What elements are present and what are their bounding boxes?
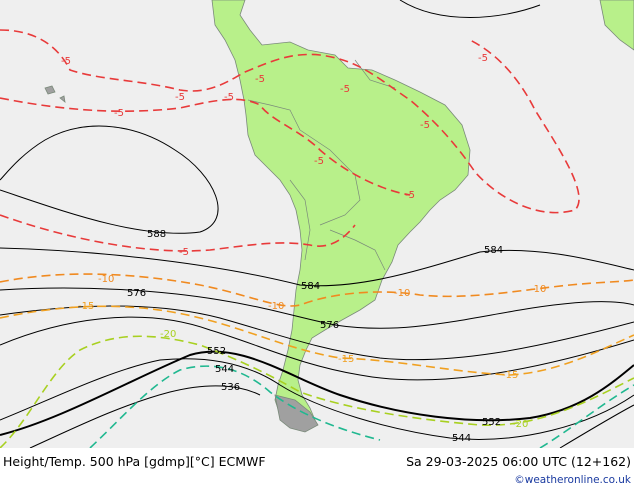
- temp-contour-minus5-north: [0, 29, 580, 214]
- temp-label: -15: [502, 370, 518, 381]
- height-labels: 588 584 584 576 576 552 552 544 544 536: [127, 229, 503, 444]
- height-contour-552: [0, 350, 634, 436]
- height-contour-560: [0, 316, 634, 381]
- temp-label: -5: [420, 120, 430, 131]
- temp-label: -5: [179, 247, 189, 258]
- credit-link[interactable]: ©weatheronline.co.uk: [514, 474, 631, 486]
- weather-map: 588 584 584 576 576 552 552 544 544 536 …: [0, 0, 634, 448]
- height-label: 552: [207, 346, 226, 357]
- height-label: 536: [221, 382, 240, 393]
- galapagos-islands: [44, 85, 66, 103]
- height-contour-568: [0, 305, 634, 361]
- temp-label: -5: [224, 92, 234, 103]
- temp-contour-minus25-east: [539, 384, 634, 448]
- height-label: 576: [320, 320, 339, 331]
- height-label: 576: [127, 288, 146, 299]
- temp-label: -20: [160, 329, 176, 340]
- temp-label: -10: [98, 274, 114, 285]
- africa-coast: [599, 0, 634, 51]
- temp-label: -15: [78, 301, 94, 312]
- temp-label: -5: [478, 53, 488, 64]
- south-america-land: [211, 0, 471, 429]
- height-label: 584: [301, 281, 320, 292]
- height-contour-528: [559, 404, 634, 448]
- temp-label: -10: [394, 288, 410, 299]
- temp-label: -5: [314, 156, 324, 167]
- height-contour-544: [0, 358, 634, 440]
- temp-label: -15: [338, 354, 354, 365]
- height-contour-536: [29, 385, 261, 448]
- temp-label: -5: [114, 108, 124, 119]
- temp-label: -5: [340, 84, 350, 95]
- map-title: Height/Temp. 500 hPa [gdmp][°C] ECMWF: [3, 454, 266, 469]
- height-contours: [0, 0, 634, 448]
- landmass-layer: [44, 0, 634, 433]
- temp-labels: -5 -5 -5 -5 -5 -5 -5 -5 -5 -5 -5 -10 -10…: [61, 53, 546, 430]
- height-contour-600: [399, 0, 541, 18]
- temp-label: -10: [530, 284, 546, 295]
- south-america-islands: [274, 394, 319, 433]
- temp-label: -5: [61, 56, 71, 67]
- map-footer: Height/Temp. 500 hPa [gdmp][°C] ECMWF Sa…: [0, 448, 634, 490]
- temp-contour-minus5-west: [0, 97, 411, 196]
- temp-label: -10: [268, 301, 284, 312]
- temp-label: -5: [175, 92, 185, 103]
- temp-contour-minus20: [0, 335, 634, 448]
- height-contour-576: [0, 287, 634, 329]
- temp-contour-minus25: [89, 365, 381, 448]
- border-line: [299, 129, 361, 226]
- height-contour-588: [0, 125, 219, 234]
- border-line: [247, 99, 301, 131]
- temp-label: -5: [255, 74, 265, 85]
- height-label: 544: [215, 364, 234, 375]
- height-label: 588: [147, 229, 166, 240]
- height-label: 584: [484, 245, 503, 256]
- border-line: [329, 229, 386, 271]
- map-canvas: 588 584 584 576 576 552 552 544 544 536 …: [0, 0, 634, 448]
- valid-time: Sa 29-03-2025 06:00 UTC (12+162): [406, 454, 631, 469]
- height-contour-584: [0, 247, 634, 287]
- temp-label: -5: [405, 190, 415, 201]
- temp-contour-minus10: [0, 273, 634, 307]
- temp-contour-minus15: [0, 305, 634, 376]
- height-label: 552: [482, 417, 501, 428]
- temperature-contours: [0, 29, 634, 448]
- height-label: 544: [452, 433, 471, 444]
- temp-contour-minus5-south: [0, 214, 356, 252]
- temp-label: -20: [512, 419, 528, 430]
